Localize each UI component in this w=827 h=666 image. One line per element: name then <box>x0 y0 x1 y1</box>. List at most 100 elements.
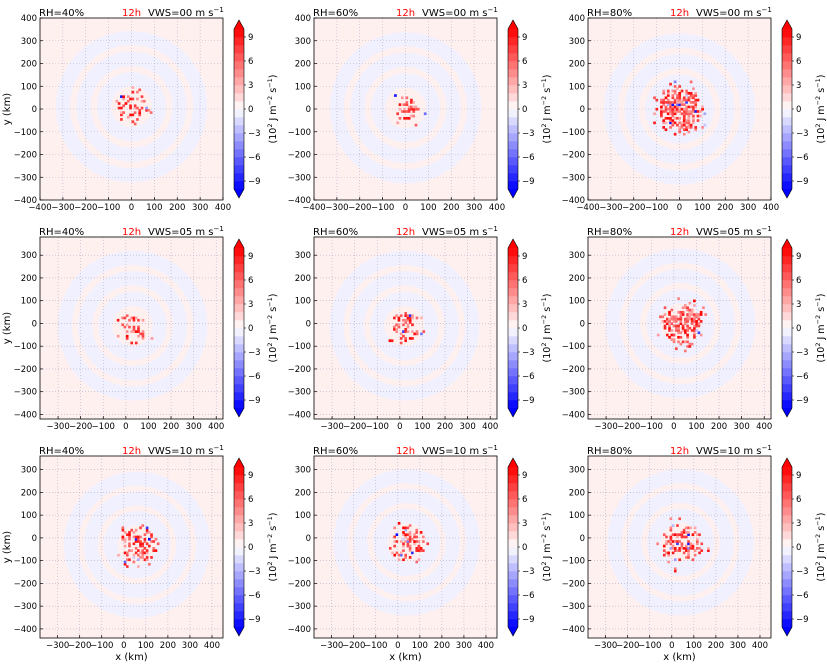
colorbar-band <box>508 45 518 54</box>
data-cell <box>128 533 131 537</box>
negative-band <box>607 469 754 616</box>
data-cell <box>140 106 144 110</box>
data-cell <box>669 105 672 109</box>
data-cell <box>686 320 689 323</box>
colorbar-tick-label: −6 <box>522 591 535 601</box>
colorbar-band <box>234 523 244 532</box>
data-cell <box>669 103 672 106</box>
data-cell <box>400 96 404 100</box>
colorbar-tick-label: −9 <box>248 396 261 406</box>
data-cell <box>690 322 694 325</box>
data-cell <box>404 339 408 343</box>
data-cell <box>686 335 689 339</box>
data-cell <box>393 328 396 331</box>
data-cell <box>677 297 680 300</box>
data-cell <box>134 547 138 550</box>
colorbar-band <box>782 619 792 628</box>
colorbar-band <box>508 165 518 174</box>
data-cell <box>402 558 405 562</box>
data-cell <box>687 98 691 102</box>
x-tick-label: 0 <box>121 641 126 651</box>
data-cell <box>668 335 671 339</box>
data-cell <box>137 553 140 557</box>
data-cell <box>668 317 671 321</box>
data-cell <box>676 535 679 539</box>
data-cell <box>669 110 672 113</box>
data-cell <box>672 320 676 323</box>
colorbar-extend-top <box>234 458 244 467</box>
data-cell <box>402 334 405 338</box>
x-tick-label: 100 <box>140 422 156 432</box>
x-tick-label: 300 <box>182 641 198 651</box>
data-cell <box>408 316 412 320</box>
data-cell <box>653 96 656 100</box>
data-cell <box>395 551 399 555</box>
data-cell <box>689 542 693 546</box>
colorbar-band <box>234 77 244 86</box>
data-cell <box>680 123 684 127</box>
data-cell <box>693 326 696 330</box>
data-cell <box>410 105 413 109</box>
data-cell <box>410 114 413 118</box>
colorbar-band <box>508 133 518 142</box>
data-cell <box>673 569 677 573</box>
data-cell <box>662 549 666 552</box>
data-cell <box>694 128 698 132</box>
data-cell <box>406 540 410 543</box>
colorbar-frame <box>233 457 245 637</box>
data-cell <box>404 553 408 557</box>
x-tick-label: 300 <box>192 203 208 213</box>
data-cell <box>141 337 145 340</box>
colorbar-band <box>508 352 518 361</box>
data-cell <box>686 345 689 348</box>
data-cell <box>148 531 151 534</box>
colorbar-band <box>508 531 518 540</box>
colorbar-band <box>782 133 792 142</box>
data-cell <box>696 98 700 102</box>
data-cell <box>669 535 673 539</box>
x-tick-label: 100 <box>420 203 436 213</box>
colorbar-band <box>782 603 792 612</box>
y-tick-label: 0 <box>306 105 311 115</box>
data-cell <box>137 549 140 552</box>
data-cell <box>682 123 686 127</box>
negative-band <box>98 291 167 360</box>
data-cell <box>149 111 153 114</box>
negative-band <box>627 489 734 596</box>
data-cell <box>686 333 689 337</box>
data-cell <box>681 313 685 316</box>
data-cell <box>415 549 419 552</box>
data-cell <box>671 112 675 116</box>
panel-9: −300−200−100 0 100 200 300 4003002001000−100−… <box>562 444 827 663</box>
data-cell <box>393 553 396 557</box>
data-cell <box>126 115 130 119</box>
data-cell <box>697 324 701 328</box>
data-cell <box>678 91 682 95</box>
negative-band <box>350 52 461 163</box>
colorbar-band <box>234 288 244 297</box>
data-cell <box>694 110 698 113</box>
colorbar-band <box>234 344 244 353</box>
data-cell <box>393 535 396 539</box>
data-cell <box>666 94 670 97</box>
y-tick-label: −300 <box>562 388 585 398</box>
data-cell <box>689 94 693 97</box>
data-cell <box>668 320 671 323</box>
data-cell <box>129 106 132 110</box>
colorbar-band <box>782 264 792 273</box>
data-cell <box>685 556 688 559</box>
colorbar-band <box>782 101 792 110</box>
data-cell <box>402 531 405 534</box>
data-cell <box>660 114 663 118</box>
colorbar-tick-label: −9 <box>522 615 535 625</box>
data-cell <box>673 547 677 550</box>
data-cell <box>397 316 401 320</box>
data-cell <box>678 128 682 132</box>
data-cell <box>399 551 403 555</box>
colorbar-extend-bottom <box>234 189 244 198</box>
colorbar-band <box>234 248 244 257</box>
colorbar-tick-label: 9 <box>248 252 253 262</box>
data-cell <box>693 324 696 328</box>
x-tick-label: −100 <box>645 203 668 213</box>
colorbar-band <box>782 157 792 166</box>
